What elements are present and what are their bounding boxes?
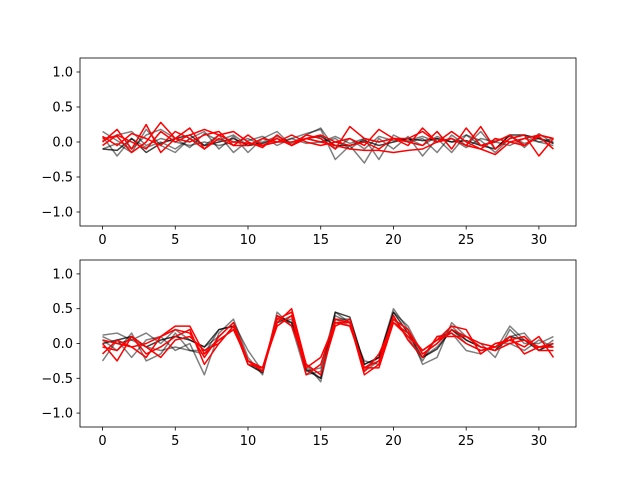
x-tick-label: 15 bbox=[312, 233, 329, 248]
y-tick-label: −1.0 bbox=[41, 206, 73, 221]
bottom-subplot: 0 5 10 15 20 25 30 −1.0 −0.5 0.0 0.5 1.0 bbox=[41, 259, 577, 449]
y-tick-label: −1.0 bbox=[41, 407, 73, 422]
x-tick-label: 10 bbox=[240, 434, 257, 449]
series-line-8 bbox=[101, 314, 554, 376]
x-tick-label: 25 bbox=[458, 233, 475, 248]
y-tick-label: 0.0 bbox=[52, 136, 73, 151]
x-tick-label: 30 bbox=[531, 434, 548, 449]
series-line-8 bbox=[102, 128, 554, 156]
x-tick-label: 15 bbox=[312, 434, 329, 449]
y-tick-label: 1.0 bbox=[52, 66, 73, 81]
x-tick-label: 0 bbox=[98, 233, 106, 248]
x-tick-label: 5 bbox=[171, 233, 179, 248]
x-tick-label: 20 bbox=[385, 434, 402, 449]
x-tick-label: 25 bbox=[458, 434, 475, 449]
series-line-4 bbox=[102, 134, 554, 154]
y-tick-label: 0.0 bbox=[52, 337, 73, 352]
x-tick-label: 30 bbox=[531, 233, 548, 248]
x-tick-label: 0 bbox=[98, 434, 106, 449]
x-tick-label: 20 bbox=[385, 233, 402, 248]
top-subplot: 0 5 10 15 20 25 30 −1.0 −0.5 0.0 0.5 1.0 bbox=[41, 57, 577, 248]
y-tick-label: 0.5 bbox=[52, 101, 73, 116]
y-tick-label: −0.5 bbox=[41, 372, 73, 387]
y-tick-label: −0.5 bbox=[41, 171, 73, 186]
x-tick-label: 10 bbox=[240, 233, 257, 248]
series-line-6 bbox=[102, 127, 554, 150]
x-tick-label: 5 bbox=[171, 434, 179, 449]
y-tick-label: 0.5 bbox=[52, 302, 73, 317]
y-tick-label: 1.0 bbox=[52, 267, 73, 282]
